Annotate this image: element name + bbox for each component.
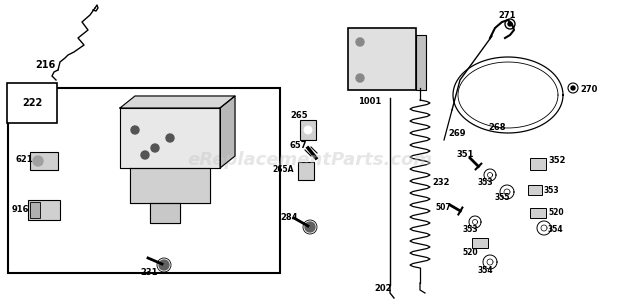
Text: 222: 222 [22,98,42,108]
Bar [530,158,546,170]
Text: 216: 216 [35,60,55,70]
Bar [30,152,58,170]
Bar [348,28,416,90]
Bar [416,35,426,90]
Circle shape [508,22,512,26]
Circle shape [131,126,139,134]
Text: 353: 353 [478,178,494,187]
Circle shape [571,86,575,90]
Circle shape [159,260,169,270]
Text: 270: 270 [580,85,598,94]
Circle shape [151,144,159,152]
Polygon shape [150,203,180,223]
Circle shape [304,126,312,134]
Circle shape [356,74,364,82]
Circle shape [33,156,43,166]
Circle shape [166,134,174,142]
Bar [300,120,316,140]
Bar [472,238,488,248]
Polygon shape [120,96,235,108]
Text: 353: 353 [544,186,560,195]
Bar [298,162,314,180]
Bar [28,200,60,220]
Text: 916: 916 [12,205,30,214]
Text: 355: 355 [495,193,510,202]
Bar [528,185,542,195]
Text: 269: 269 [448,129,466,138]
Text: 1001: 1001 [358,97,381,106]
Polygon shape [120,108,220,168]
Text: 232: 232 [432,178,450,187]
Text: 353: 353 [463,225,479,234]
Polygon shape [220,96,235,168]
Text: 621: 621 [15,155,33,164]
Text: 202: 202 [374,284,391,293]
Text: 520: 520 [548,208,564,217]
Text: 284: 284 [280,213,298,222]
Text: 352: 352 [548,156,565,165]
Text: 265: 265 [290,111,308,120]
Polygon shape [130,168,210,203]
Text: 354: 354 [548,225,564,234]
Circle shape [141,151,149,159]
Text: 657: 657 [290,141,308,150]
Circle shape [305,222,315,232]
Text: 268: 268 [488,123,505,132]
Text: 271: 271 [498,11,515,20]
Text: 507: 507 [435,203,451,212]
Text: eReplacementParts.com: eReplacementParts.com [187,151,433,169]
Text: 351: 351 [456,150,474,159]
Text: 265A: 265A [272,165,293,174]
Text: 231: 231 [140,268,157,277]
Circle shape [356,38,364,46]
Bar [8,88,280,273]
Bar [30,202,40,218]
Text: 520: 520 [462,248,477,257]
Text: 354: 354 [478,266,494,275]
Bar [530,208,546,218]
